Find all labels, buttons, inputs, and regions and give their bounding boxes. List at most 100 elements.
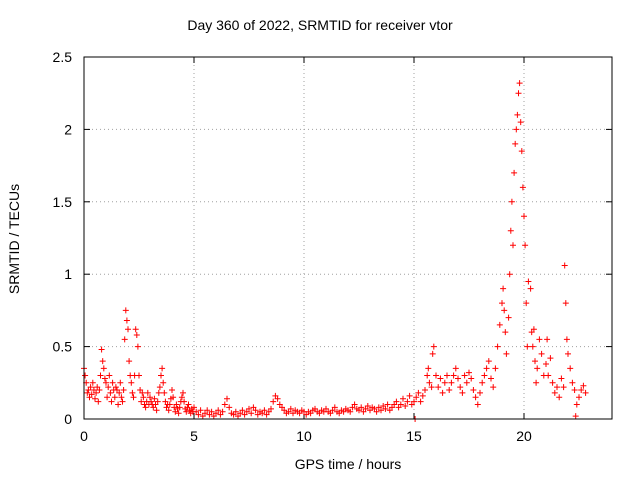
data-point [246,405,252,412]
data-point [117,379,124,386]
data-point [459,389,466,396]
data-point [122,307,129,314]
data-point [397,401,404,408]
data-point [582,389,589,396]
tick-labels: 0 5 10 15 20 0 0.5 1 1.5 2 2.5 [53,49,532,444]
data-point [505,314,512,321]
data-point [496,321,503,328]
data-point [364,402,371,409]
data-point [430,343,437,350]
data-point [176,404,183,411]
data-point [424,372,431,379]
data-point [123,317,130,324]
data-point [139,389,146,396]
data-point [112,384,119,391]
data-point [556,394,563,401]
data-point [120,387,127,394]
y-tick-label: 0.5 [53,339,73,355]
data-point [529,343,536,350]
data-point [474,401,481,408]
data-point [429,350,436,357]
data-point [160,379,167,386]
x-tick-label: 20 [516,428,532,444]
data-point [378,407,384,414]
x-axis-label: GPS time / hours [294,456,402,472]
data-point [347,408,354,415]
data-point [523,300,530,307]
data-point [183,408,190,415]
data-point [532,358,538,365]
data-point [119,398,126,405]
data-point [126,358,133,365]
data-point [538,350,545,357]
data-point [571,387,578,394]
data-point [433,372,439,379]
data-point [470,387,477,394]
x-tick-label: 0 [80,428,88,444]
data-point [136,372,142,379]
x-tick-label: 5 [190,428,198,444]
data-point [111,394,118,401]
data-point [417,398,424,405]
data-point [428,384,435,391]
data-point [158,372,164,379]
data-point [502,329,509,336]
data-point [503,350,510,357]
data-point [84,389,91,396]
data-point [448,379,455,386]
y-tick-label: 2.5 [53,49,73,65]
data-point [106,372,113,379]
data-point [439,389,446,396]
data-point [519,184,526,191]
data-point [444,372,450,379]
data-point [115,401,122,408]
data-point [142,404,149,411]
data-point [87,384,94,391]
data-point [165,407,172,414]
data-point [221,401,228,408]
data-point [148,398,155,405]
y-tick-label: 2 [64,121,72,137]
data-point [151,395,158,402]
data-point [154,398,161,405]
data-point [569,379,576,386]
data-point [514,111,521,118]
data-point [517,119,524,126]
data-point [208,408,215,415]
data-point [446,387,453,394]
data-point [99,358,106,365]
data-point [466,369,472,376]
data-point [549,379,556,386]
y-tick-label: 0 [64,411,72,427]
y-tick-label: 1 [64,266,72,282]
data-point [508,198,515,205]
data-point [481,372,488,379]
data-point [530,326,537,333]
data-point [525,278,532,285]
data-point [533,379,540,386]
plot-frame [83,56,613,420]
grid-lines [84,57,612,419]
data-point [128,379,135,386]
data-point [500,285,507,292]
data-point [536,336,543,343]
data-point [232,408,239,415]
data-point [479,379,486,386]
x-tick-label: 15 [406,428,422,444]
data-point [513,126,520,133]
data-point [457,384,464,391]
data-point [452,365,459,372]
data-point [522,242,529,249]
x-tick-label: 10 [296,428,312,444]
data-point [477,389,483,396]
data-point [105,384,112,391]
data-point [219,408,226,415]
data-point [567,365,574,372]
data-point [400,395,406,402]
data-point [521,213,527,220]
data-point [382,405,389,412]
data-point [268,405,274,412]
data-point [159,365,166,372]
data-point [180,389,186,396]
